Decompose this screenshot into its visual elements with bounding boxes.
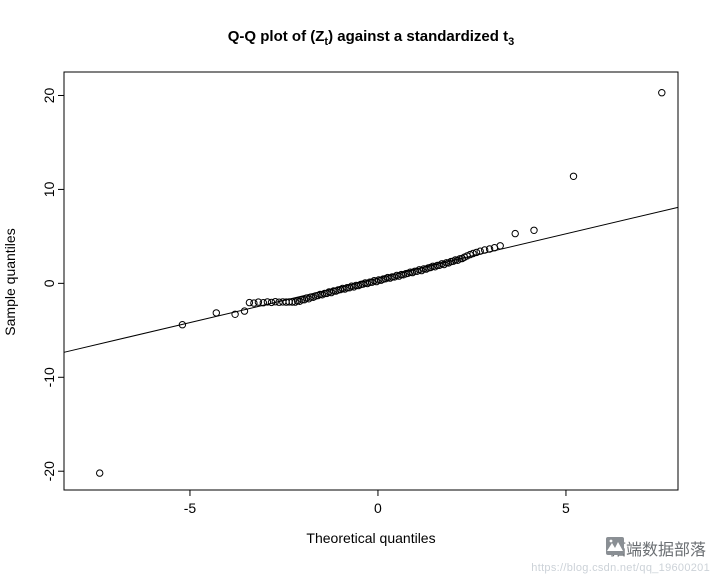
watermark-brand: 拓端数据部落 <box>605 536 706 560</box>
qq-point <box>472 248 481 257</box>
qq-point <box>298 296 306 304</box>
qq-point <box>658 89 666 97</box>
qq-point <box>397 270 405 279</box>
qq-point <box>530 226 538 235</box>
qq-point <box>275 298 283 306</box>
y-axis-label: Sample quantiles <box>2 228 18 336</box>
qq-point <box>267 298 276 307</box>
qq-point <box>569 172 578 181</box>
qq-point <box>456 255 464 263</box>
y-tick-label: 10 <box>41 181 57 197</box>
qq-point <box>212 309 221 317</box>
watermark-url: https://blog.csdn.net/qq_19600201 <box>531 562 710 574</box>
x-axis-ticks: -5 0 5 <box>184 490 570 516</box>
qq-point <box>231 310 239 318</box>
qq-point <box>288 298 296 306</box>
plot-box <box>63 71 679 491</box>
qq-point <box>420 265 428 273</box>
y-tick-label: 0 <box>41 279 57 287</box>
qq-point <box>300 296 308 304</box>
qq-point <box>329 287 338 295</box>
chart-title-prefix: Q-Q plot of (Z <box>227 28 325 45</box>
qq-point <box>440 260 448 269</box>
x-tick-label: 5 <box>562 500 570 516</box>
qq-point <box>442 259 451 267</box>
chart-title: Q-Q plot of (Zt) against a standardized … <box>64 28 678 48</box>
chart-title-sub2: 3 <box>508 36 515 48</box>
qq-point <box>469 249 477 258</box>
x-tick-label: 0 <box>374 500 382 516</box>
qq-point <box>352 281 360 290</box>
qq-point <box>305 295 313 303</box>
qq-point <box>259 299 267 307</box>
qq-point <box>250 299 258 307</box>
qq-point <box>511 229 519 238</box>
chart-title-sub1: t <box>324 36 329 48</box>
qq-point <box>476 247 484 255</box>
qq-point <box>178 321 187 329</box>
y-tick-label: -20 <box>41 461 57 481</box>
qq-point <box>413 267 421 275</box>
qq-point <box>307 293 315 301</box>
qq-point <box>372 277 381 286</box>
x-tick-label: -5 <box>184 500 197 516</box>
y-axis-ticks: -20 -10 0 10 20 <box>41 87 64 481</box>
qq-point <box>240 307 249 315</box>
chart-title-middle: ) against a standardized t <box>328 28 509 45</box>
qq-point <box>496 242 504 250</box>
qq-point <box>345 284 354 292</box>
qq-point <box>451 256 460 264</box>
qq-point <box>96 469 104 477</box>
qq-point <box>263 298 272 306</box>
qq-point <box>417 266 426 275</box>
qq-point <box>350 283 358 291</box>
qq-point <box>481 246 489 254</box>
y-tick-label: -10 <box>41 367 57 387</box>
qq-point <box>271 298 279 306</box>
qq-points <box>96 89 666 477</box>
x-axis-label: Theoretical quantiles <box>306 530 436 546</box>
qq-point <box>327 288 335 297</box>
watermark-brand-text: 拓端数据部落 <box>609 542 706 559</box>
qq-point <box>454 256 462 264</box>
qq-point <box>245 298 254 307</box>
qq-point <box>254 298 263 306</box>
qq-point <box>375 276 383 284</box>
y-tick-label: 20 <box>41 87 57 103</box>
qq-point <box>485 245 494 253</box>
